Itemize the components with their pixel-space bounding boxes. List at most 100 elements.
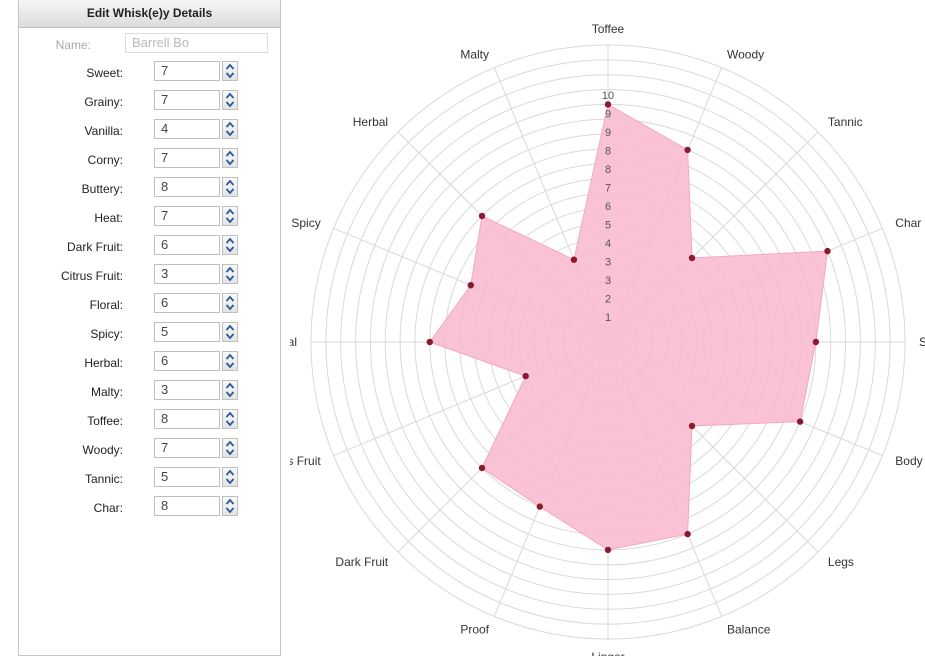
increment-icon[interactable] xyxy=(223,439,237,448)
edit-details-panel: Edit Whisk(e)y Details Name: Barrell Bo Sw… xyxy=(18,0,281,656)
sweet-input[interactable]: 7 xyxy=(154,61,220,81)
data-point-sweet xyxy=(812,338,820,346)
heat-input[interactable]: 7 xyxy=(154,206,220,226)
vanilla-label: Vanilla: xyxy=(84,124,123,138)
decrement-icon[interactable] xyxy=(223,187,237,196)
field-row-toffee: Toffee: 8 xyxy=(19,409,282,431)
tick-label: 3 xyxy=(605,275,611,287)
axis-label-balance: Balance xyxy=(727,622,771,636)
buttery-label: Buttery: xyxy=(81,182,123,196)
tick-label: 5 xyxy=(605,220,611,232)
woody-spinner xyxy=(222,438,238,458)
decrement-icon[interactable] xyxy=(223,506,237,515)
increment-icon[interactable] xyxy=(223,265,237,274)
tick-label: 9 xyxy=(605,127,611,139)
corny-input[interactable]: 7 xyxy=(154,148,220,168)
citrus-fruit-input[interactable]: 3 xyxy=(154,264,220,284)
toffee-input[interactable]: 8 xyxy=(154,409,220,429)
herbal-input[interactable]: 6 xyxy=(154,351,220,371)
malty-label: Malty: xyxy=(90,385,123,399)
axis-label-legs: Legs xyxy=(828,555,854,569)
increment-icon[interactable] xyxy=(223,352,237,361)
decrement-icon[interactable] xyxy=(223,216,237,225)
corny-label: Corny: xyxy=(87,153,123,167)
floral-input[interactable]: 6 xyxy=(154,293,220,313)
field-row-vanilla: Vanilla: 4 xyxy=(19,119,282,141)
axis-label-woody: Woody xyxy=(727,48,764,62)
heat-label: Heat: xyxy=(94,211,123,225)
decrement-icon[interactable] xyxy=(223,448,237,457)
data-point-herbal xyxy=(478,212,486,220)
field-row-spicy: Spicy: 5 xyxy=(19,322,282,344)
decrement-icon[interactable] xyxy=(223,390,237,399)
increment-icon[interactable] xyxy=(223,178,237,187)
decrement-icon[interactable] xyxy=(223,419,237,428)
increment-icon[interactable] xyxy=(223,468,237,477)
increment-icon[interactable] xyxy=(223,149,237,158)
char-input[interactable]: 8 xyxy=(154,496,220,516)
axis-label-sweet: Sw xyxy=(919,335,925,349)
woody-input[interactable]: 7 xyxy=(154,438,220,458)
spicy-input[interactable]: 5 xyxy=(154,322,220,342)
data-point-linger xyxy=(604,546,612,554)
decrement-icon[interactable] xyxy=(223,71,237,80)
data-point-legs xyxy=(688,422,696,430)
grainy-label: Grainy: xyxy=(84,95,123,109)
field-row-tannic: Tannic: 5 xyxy=(19,467,282,489)
decrement-icon[interactable] xyxy=(223,158,237,167)
herbal-spinner xyxy=(222,351,238,371)
toffee-label: Toffee: xyxy=(87,414,123,428)
tannic-input[interactable]: 5 xyxy=(154,467,220,487)
floral-spinner xyxy=(222,293,238,313)
vanilla-input[interactable]: 4 xyxy=(154,119,220,139)
increment-icon[interactable] xyxy=(223,323,237,332)
buttery-input[interactable]: 8 xyxy=(154,177,220,197)
dark-fruit-input[interactable]: 6 xyxy=(154,235,220,255)
increment-icon[interactable] xyxy=(223,236,237,245)
panel-title: Edit Whisk(e)y Details xyxy=(19,0,280,28)
increment-icon[interactable] xyxy=(223,294,237,303)
axis-label-spicy: Spicy xyxy=(291,216,320,230)
increment-icon[interactable] xyxy=(223,410,237,419)
field-row-char: Char: 8 xyxy=(19,496,282,518)
increment-icon[interactable] xyxy=(223,381,237,390)
axis-label-linger: Linger xyxy=(591,650,624,656)
decrement-icon[interactable] xyxy=(223,361,237,370)
increment-icon[interactable] xyxy=(223,62,237,71)
tick-label: 8 xyxy=(605,146,611,158)
field-row-heat: Heat: 7 xyxy=(19,206,282,228)
increment-icon[interactable] xyxy=(223,207,237,216)
decrement-icon[interactable] xyxy=(223,477,237,486)
tick-label: 6 xyxy=(605,201,611,213)
data-point-body xyxy=(796,418,804,425)
data-point-citrus-fruit xyxy=(522,372,529,380)
dark-fruit-label: Dark Fruit: xyxy=(66,240,123,254)
increment-icon[interactable] xyxy=(223,120,237,129)
malty-input[interactable]: 3 xyxy=(154,380,220,400)
radar-chart: 1 2 3 3 4 5 6 7 8 8 9 9 10 Toffee Woody Tannic Char Sw Bod… xyxy=(290,22,925,656)
name-row: Name: Barrell Bo xyxy=(19,33,282,55)
name-field[interactable]: Barrell Bo xyxy=(125,33,268,53)
field-row-sweet: Sweet: 7 xyxy=(19,61,282,83)
tick-label: 10 xyxy=(602,90,614,102)
axis-label-malty: Malty xyxy=(460,48,489,62)
decrement-icon[interactable] xyxy=(223,245,237,254)
tick-label: 7 xyxy=(605,183,611,195)
char-spinner xyxy=(222,496,238,516)
decrement-icon[interactable] xyxy=(223,332,237,341)
decrement-icon[interactable] xyxy=(223,274,237,283)
increment-icon[interactable] xyxy=(223,91,237,100)
decrement-icon[interactable] xyxy=(223,129,237,138)
data-point-char xyxy=(824,247,831,255)
dark-fruit-spinner xyxy=(222,235,238,255)
grainy-input[interactable]: 7 xyxy=(154,90,220,110)
field-row-floral: Floral: 6 xyxy=(19,293,282,315)
data-point-spicy xyxy=(467,282,474,289)
field-row-grainy: Grainy: 7 xyxy=(19,90,282,112)
increment-icon[interactable] xyxy=(223,497,237,506)
vanilla-spinner xyxy=(222,119,238,139)
axis-label-proof: Proof xyxy=(460,622,489,636)
decrement-icon[interactable] xyxy=(223,303,237,312)
axis-label-body: Body xyxy=(895,454,922,468)
decrement-icon[interactable] xyxy=(223,100,237,109)
